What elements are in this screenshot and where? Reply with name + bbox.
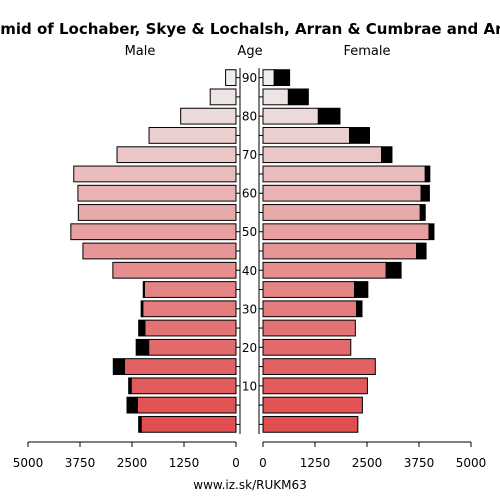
- female-second-bar-45-49: [416, 242, 427, 260]
- male-second-bar-15-19: [112, 358, 126, 375]
- female-bar-90+: [262, 69, 275, 87]
- female-second-bar-35-39: [354, 281, 369, 298]
- female-label: Female: [343, 44, 390, 59]
- female-second-bar-80-84: [317, 107, 341, 125]
- footer-url[interactable]: www.iz.sk/RUKM63: [193, 478, 306, 492]
- male-bar-30-34: [142, 300, 237, 318]
- age-tick-label: 90: [242, 71, 257, 85]
- male-bar-10-14: [130, 377, 237, 395]
- bars-group: [70, 69, 435, 433]
- male-bar-20-24: [148, 338, 237, 356]
- age-tick-label: 20: [242, 341, 257, 355]
- female-bar-10-14: [262, 377, 368, 395]
- age-tick-label: 30: [242, 302, 257, 316]
- age-tick-label: 80: [242, 110, 257, 124]
- female-bar-15-19: [262, 358, 376, 375]
- female-second-bar-90+: [273, 69, 291, 87]
- male-bar-0-4: [140, 415, 237, 433]
- male-x-tick-label: 0: [232, 456, 240, 470]
- female-second-bar-55-59: [419, 204, 426, 221]
- female-bar-80-84: [262, 107, 319, 125]
- female-x-tick-label: 3750: [404, 456, 435, 470]
- female-bar-50-54: [262, 223, 430, 241]
- male-bar-45-49: [82, 242, 237, 260]
- age-tick-label: 10: [242, 379, 257, 393]
- male-bar-60-64: [77, 184, 237, 202]
- male-second-bar-5-9: [126, 396, 138, 414]
- female-second-bar-70-74: [381, 146, 393, 164]
- age-tick-label: 50: [242, 225, 257, 239]
- male-second-bar-35-39: [142, 281, 145, 298]
- female-bar-70-74: [262, 146, 383, 164]
- female-bar-65-69: [262, 165, 426, 183]
- male-bar-35-39: [143, 281, 237, 298]
- age-label: Age: [237, 44, 262, 59]
- age-tick-label: 60: [242, 187, 257, 201]
- male-label: Male: [125, 44, 156, 59]
- male-second-bar-10-14: [128, 377, 132, 395]
- female-bar-75-79: [262, 127, 351, 144]
- female-x-tick-label: 1250: [300, 456, 331, 470]
- male-x-tick-label: 3750: [65, 456, 96, 470]
- female-bar-60-64: [262, 184, 422, 202]
- female-bar-30-34: [262, 300, 358, 318]
- male-bar-75-79: [148, 127, 237, 144]
- female-second-bar-50-54: [428, 223, 435, 241]
- male-bar-5-9: [136, 396, 237, 414]
- male-bar-40-44: [112, 261, 237, 279]
- male-bar-25-29: [144, 319, 237, 337]
- male-bar-85-89: [209, 88, 237, 106]
- female-second-bar-75-79: [349, 127, 370, 144]
- male-bar-90+: [225, 69, 237, 87]
- female-second-bar-65-69: [424, 165, 431, 183]
- female-bar-25-29: [262, 319, 356, 337]
- female-second-bar-40-44: [385, 261, 402, 279]
- female-bar-0-4: [262, 415, 359, 433]
- chart-title: ethnic Pyramid of Lochaber, Skye & Locha…: [0, 20, 500, 38]
- female-bar-40-44: [262, 261, 387, 279]
- male-bar-65-69: [73, 165, 237, 183]
- male-second-bar-0-4: [138, 415, 142, 433]
- female-bar-35-39: [262, 281, 356, 298]
- female-bar-20-24: [262, 338, 352, 356]
- age-tick-label: 70: [242, 148, 257, 162]
- male-second-bar-20-24: [135, 338, 150, 356]
- female-x-tick-label: 2500: [352, 456, 383, 470]
- female-x-tick-label: 0: [259, 456, 267, 470]
- male-bar-70-74: [116, 146, 237, 164]
- male-bar-55-59: [77, 204, 237, 221]
- female-bar-85-89: [262, 88, 289, 106]
- male-second-bar-25-29: [138, 319, 146, 337]
- female-second-bar-85-89: [287, 88, 309, 106]
- female-second-bar-60-64: [420, 184, 430, 202]
- male-bar-15-19: [124, 358, 237, 375]
- male-bar-80-84: [180, 107, 237, 125]
- male-second-bar-30-34: [140, 300, 144, 318]
- female-bar-55-59: [262, 204, 421, 221]
- age-tick-label: 40: [242, 264, 257, 278]
- male-x-tick-label: 1250: [169, 456, 200, 470]
- female-bar-5-9: [262, 396, 363, 414]
- female-bar-45-49: [262, 242, 418, 260]
- female-x-tick-label: 5000: [456, 456, 487, 470]
- male-bar-50-54: [70, 223, 237, 241]
- axes-group: 10 20 30 40 50 60 70 80 90 5000 3750 2500 1250 0 0 1250…: [13, 68, 487, 470]
- male-x-tick-label: 5000: [13, 456, 44, 470]
- female-second-bar-30-34: [356, 300, 363, 318]
- male-x-tick-label: 2500: [117, 456, 148, 470]
